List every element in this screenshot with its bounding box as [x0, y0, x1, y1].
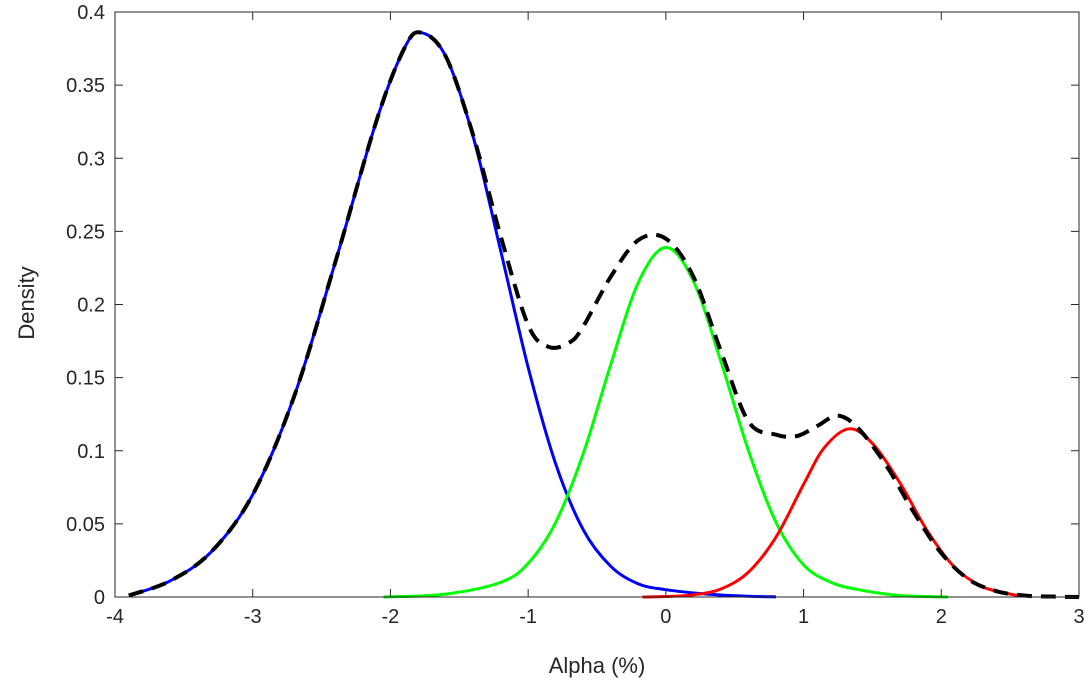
x-tick-label: -1: [519, 606, 537, 628]
y-tick-label: 0.4: [77, 2, 105, 24]
x-tick-label: 1: [798, 606, 809, 628]
y-tick-label: 0.15: [66, 368, 105, 390]
y-tick-label: 0.35: [66, 75, 105, 97]
mixture-density-curve: [128, 30, 1080, 599]
x-tick-label: -2: [382, 606, 400, 628]
plot-lines: [128, 30, 1080, 599]
y-axis-ticks: 0 0.05 0.1 0.15 0.2 0.25 0.3 0.35 0.4: [66, 2, 1079, 609]
x-axis-ticks: -4 -3 -2 -1 0 1 2 3: [106, 12, 1085, 628]
y-axis-label: Density: [14, 266, 39, 339]
y-tick-label: 0.1: [77, 441, 105, 463]
green-component-curve: [383, 245, 949, 599]
x-tick-label: 3: [1073, 606, 1084, 628]
y-tick-label: 0.25: [66, 221, 105, 243]
x-axis-label: Alpha (%): [549, 653, 646, 678]
y-tick-label: 0.05: [66, 514, 105, 536]
x-tick-label: 0: [660, 606, 671, 628]
red-component-curve: [642, 427, 1025, 599]
y-tick-label: 0.2: [77, 295, 105, 317]
x-tick-label: -4: [106, 606, 124, 628]
x-tick-label: -3: [244, 606, 262, 628]
y-tick-label: 0: [94, 587, 105, 609]
x-tick-label: 2: [936, 606, 947, 628]
blue-component-curve: [128, 30, 777, 599]
y-tick-label: 0.3: [77, 148, 105, 170]
